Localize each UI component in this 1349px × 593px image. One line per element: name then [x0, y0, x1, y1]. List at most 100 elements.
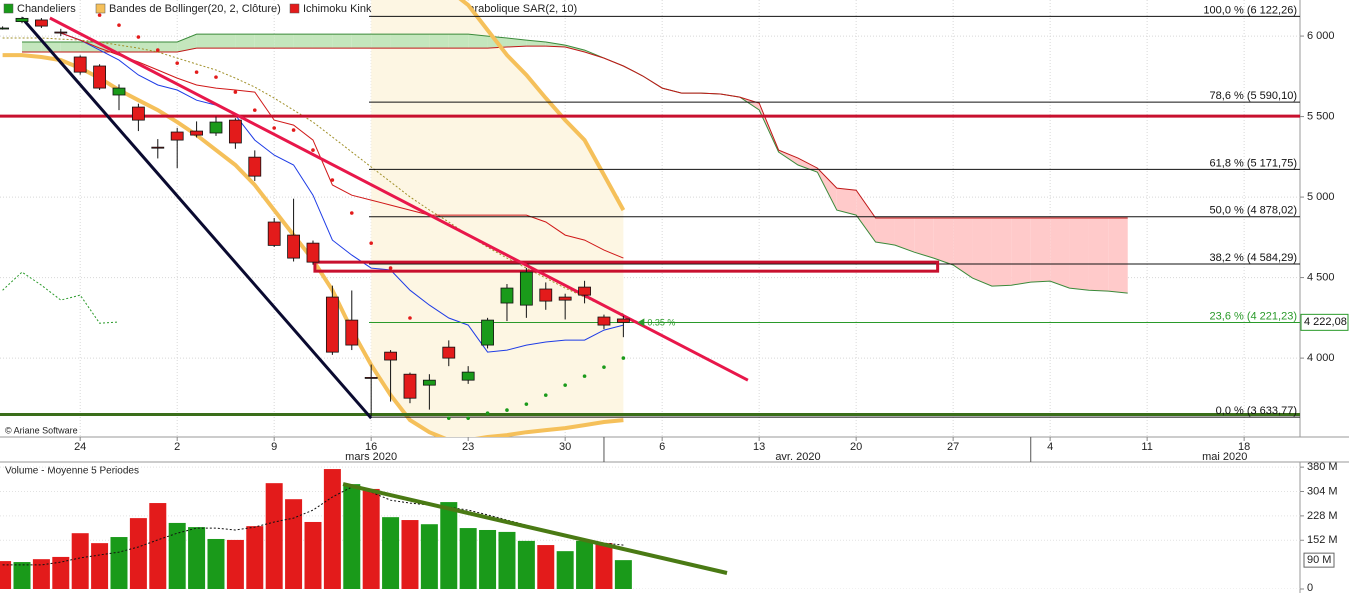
volume-bar [323, 469, 341, 589]
candle-body [558, 296, 572, 301]
y-tick-label: 5 500 [1307, 110, 1335, 122]
sar-dot [582, 374, 587, 378]
candle-body [500, 287, 514, 304]
candle-body [345, 319, 359, 346]
sar-dot [621, 356, 626, 360]
volume-bar [168, 522, 186, 589]
x-tick-label: 4 [1047, 441, 1053, 453]
volume-bar [595, 543, 613, 589]
candle-body [93, 65, 106, 89]
x-tick-label: 18 [1238, 441, 1250, 453]
sar-dot [194, 70, 199, 74]
candle-body [539, 288, 553, 302]
candle-body [597, 316, 611, 326]
price-plot [0, 0, 1300, 437]
cloud-fill [1011, 218, 1031, 286]
x-tick-label: 16 [365, 441, 377, 453]
x-tick-label: 6 [659, 441, 665, 453]
cloud-fill [1069, 218, 1089, 291]
x-tick-label: 23 [462, 441, 474, 453]
sar-dot [291, 128, 296, 132]
sar-dot [136, 35, 141, 39]
x-tick-label: 2 [174, 441, 180, 453]
y-tick-label: 152 M [1307, 534, 1338, 546]
cloud-fill [797, 158, 818, 173]
cloud-fill [21, 42, 42, 53]
candle-body [267, 221, 281, 246]
x-tick-label: 24 [74, 441, 86, 453]
volume-bar [149, 503, 167, 589]
y-tick-label: 304 M [1307, 485, 1338, 497]
x-tick-label: 13 [753, 441, 765, 453]
cloud-fill [215, 34, 236, 49]
cloud-fill [1050, 218, 1070, 289]
cloud-fill [196, 34, 216, 49]
cloud-fill [1088, 218, 1109, 292]
chikou-line [2, 271, 120, 324]
last-price-label: 4 222,08 [1304, 316, 1347, 328]
volume-bar [537, 545, 555, 589]
cloud-fill [894, 218, 915, 253]
candle-body [325, 296, 339, 353]
change-label: 0.35 % [647, 318, 675, 328]
sar-dot [155, 48, 160, 52]
candle-body [0, 27, 9, 30]
cloud-fill [933, 218, 954, 266]
cloud-fill [60, 42, 81, 53]
volume-bar [110, 537, 128, 589]
sar-dot [252, 108, 257, 112]
candle-body [364, 377, 378, 379]
zone-rectangle [313, 260, 940, 273]
y-tick-label: 5 000 [1307, 191, 1335, 203]
sar-dot [214, 75, 218, 79]
volume-plot [0, 466, 1300, 589]
span-a-line [22, 33, 1128, 294]
volume-bar [576, 540, 594, 589]
cloud-fill [177, 34, 197, 53]
volume-bar [440, 502, 458, 589]
candle-body [209, 121, 223, 134]
volume-bar [265, 483, 283, 589]
cloud-fill [856, 190, 876, 243]
volume-bar [52, 556, 70, 589]
volume-bar [420, 524, 438, 589]
candle-body [15, 17, 29, 22]
volume-title: Volume - Moyenne 5 Periodes [5, 466, 139, 477]
bollinger-upper [458, 0, 626, 212]
sar-dot [602, 365, 606, 369]
y-tick-label: 380 M [1307, 461, 1338, 473]
candle-body [131, 106, 145, 121]
volume-bar [13, 562, 31, 589]
candle-body [403, 373, 417, 399]
sar-dot [485, 411, 490, 415]
candle-body [228, 119, 242, 144]
cloud-fill [390, 34, 410, 49]
cloud-fill [429, 34, 449, 49]
cloud-fill [506, 38, 527, 48]
cloud-fill [332, 34, 352, 49]
cloud-fill [138, 42, 158, 53]
sar-dot [408, 316, 412, 320]
candle-body [306, 242, 320, 263]
sar-dot [563, 383, 567, 387]
sar-dot [175, 61, 179, 65]
sar-dot [388, 266, 393, 270]
y-tick-label: 0 [1307, 582, 1313, 593]
candle-body [112, 87, 126, 96]
volume-bar [207, 538, 225, 589]
volume-bar [32, 559, 50, 589]
candle-body [384, 351, 397, 361]
cloud-fill [312, 34, 333, 49]
candle-body [248, 156, 262, 177]
x-tick-label: 11 [1141, 441, 1152, 453]
last-price-box [1300, 313, 1349, 331]
volume-bar [614, 560, 632, 589]
volume-bar [556, 551, 574, 589]
fib-label: 23,6 % (4 221,23) [1210, 310, 1297, 322]
cloud-fill [836, 188, 857, 216]
candle-body [616, 318, 630, 323]
volume-bar [129, 518, 147, 589]
candle-body [287, 234, 300, 259]
y-tick-label: 4 000 [1307, 352, 1335, 364]
